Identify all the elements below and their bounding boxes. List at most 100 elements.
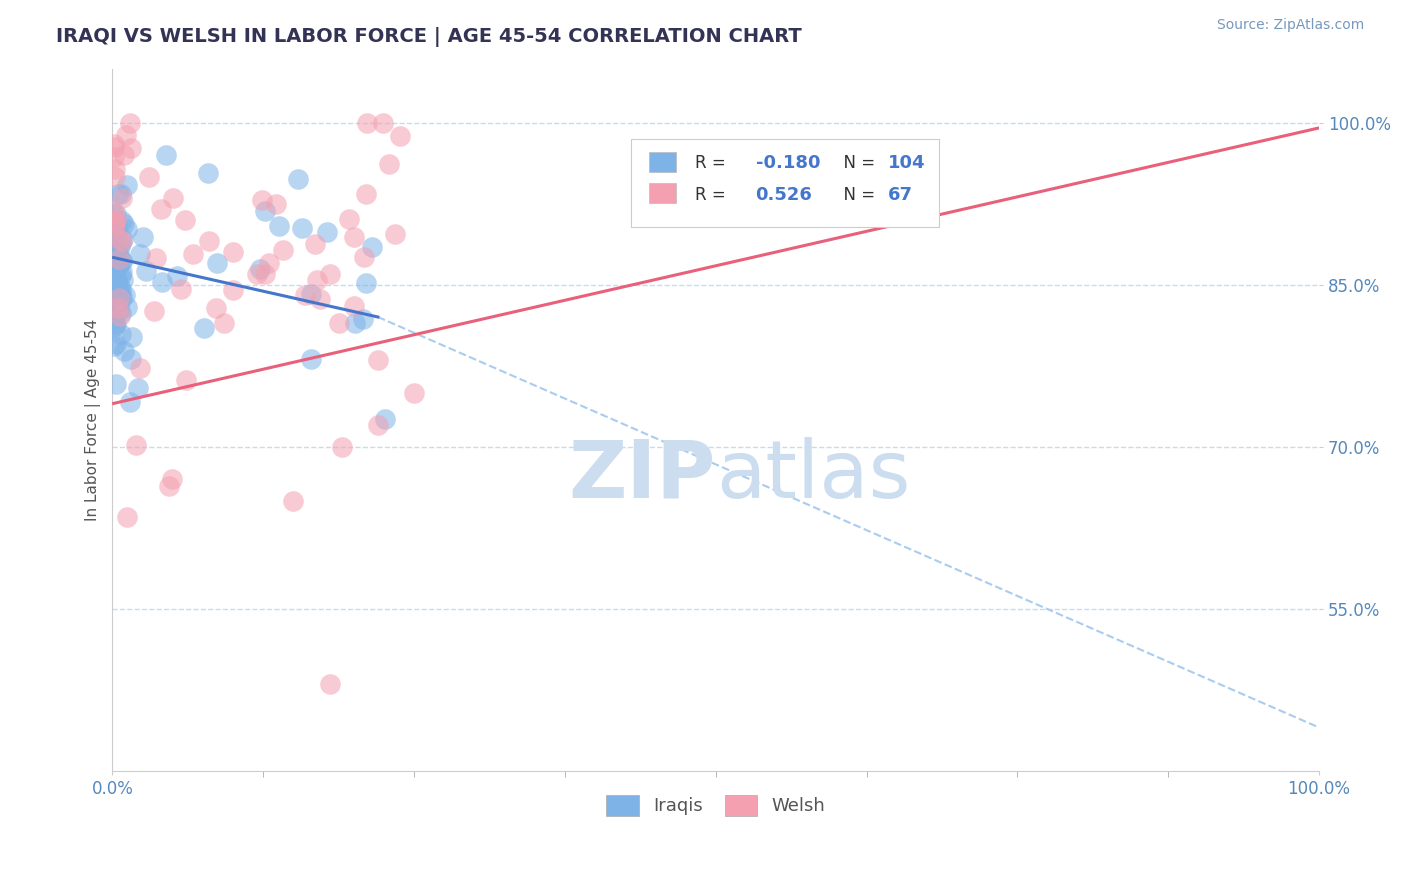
Point	[107, 301, 129, 315]
Point	[110, 326, 132, 341]
Point	[110, 294, 132, 309]
Point	[104, 244, 127, 259]
Point	[132, 230, 155, 244]
Point	[125, 438, 148, 452]
FancyBboxPatch shape	[650, 152, 676, 172]
Point	[318, 677, 340, 691]
Point	[103, 246, 125, 260]
Point	[105, 317, 128, 331]
Point	[104, 238, 127, 252]
Point	[105, 207, 128, 221]
Point	[138, 169, 160, 184]
Point	[367, 353, 389, 368]
Point	[162, 472, 184, 486]
Point	[259, 256, 281, 270]
Point	[112, 343, 135, 358]
Point	[129, 247, 152, 261]
Point	[108, 257, 131, 271]
Point	[328, 316, 350, 330]
Point	[173, 212, 195, 227]
Point	[108, 279, 131, 293]
Point	[104, 219, 127, 233]
Text: atlas: atlas	[716, 437, 910, 515]
Point	[267, 219, 290, 234]
Point	[135, 264, 157, 278]
Point	[110, 283, 132, 297]
Point	[101, 311, 124, 326]
Text: R =: R =	[695, 186, 731, 204]
FancyBboxPatch shape	[650, 183, 676, 203]
Point	[101, 259, 124, 273]
Point	[283, 493, 305, 508]
Point	[294, 288, 316, 302]
Point	[197, 166, 219, 180]
Point	[104, 274, 127, 288]
Point	[352, 312, 374, 326]
Point	[112, 217, 135, 231]
Point	[315, 225, 337, 239]
Point	[127, 381, 149, 395]
Point	[299, 351, 322, 366]
Point	[104, 215, 127, 229]
Point	[249, 261, 271, 276]
Point	[108, 291, 131, 305]
Point	[115, 178, 138, 192]
Point	[101, 247, 124, 261]
Point	[378, 157, 401, 171]
Point	[308, 293, 330, 307]
Point	[110, 306, 132, 320]
Point	[389, 128, 412, 143]
Point	[121, 330, 143, 344]
Point	[103, 260, 125, 275]
Text: -0.180: -0.180	[755, 154, 820, 172]
Text: 0.526: 0.526	[755, 186, 813, 204]
Point	[110, 239, 132, 253]
Point	[266, 197, 288, 211]
Point	[343, 299, 366, 313]
Text: R =: R =	[695, 154, 731, 172]
Point	[105, 377, 128, 392]
Point	[107, 252, 129, 266]
Point	[305, 273, 328, 287]
Point	[166, 269, 188, 284]
Point	[252, 194, 274, 208]
Point	[103, 298, 125, 312]
Point	[343, 230, 366, 244]
Point	[103, 271, 125, 285]
Point	[354, 187, 377, 202]
Y-axis label: In Labor Force | Age 45-54: In Labor Force | Age 45-54	[86, 318, 101, 521]
Point	[104, 211, 127, 226]
Point	[101, 284, 124, 298]
Text: Source: ZipAtlas.com: Source: ZipAtlas.com	[1216, 18, 1364, 32]
Point	[155, 148, 177, 162]
Point	[120, 351, 142, 366]
Point	[112, 147, 135, 161]
Point	[103, 205, 125, 219]
Point	[101, 267, 124, 281]
Point	[287, 172, 309, 186]
Point	[374, 412, 396, 426]
Point	[356, 115, 378, 129]
Point	[103, 296, 125, 310]
Point	[103, 150, 125, 164]
Point	[170, 282, 193, 296]
Point	[103, 260, 125, 274]
Point	[105, 218, 128, 232]
Point	[111, 253, 134, 268]
Text: N =: N =	[832, 154, 880, 172]
Point	[104, 280, 127, 294]
Text: N =: N =	[832, 186, 880, 204]
Point	[371, 115, 394, 129]
Point	[384, 227, 406, 242]
Point	[299, 286, 322, 301]
Point	[111, 234, 134, 248]
Point	[105, 293, 128, 308]
Text: ZIP: ZIP	[568, 437, 716, 515]
Point	[111, 192, 134, 206]
Point	[145, 251, 167, 265]
Point	[110, 186, 132, 201]
Point	[159, 479, 181, 493]
Point	[115, 300, 138, 314]
Point	[111, 290, 134, 304]
Point	[101, 256, 124, 270]
